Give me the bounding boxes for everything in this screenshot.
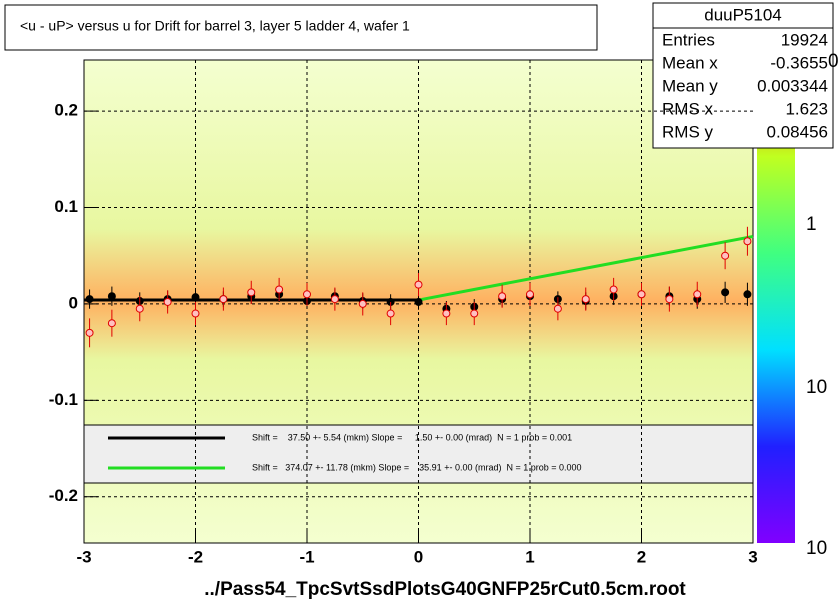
x-axis-label: ../Pass54_TpcSvtSsdPlotsG40GNFP25rCut0.5…	[204, 579, 686, 600]
y-tick-label: 0.2	[54, 101, 78, 120]
profile-point	[693, 290, 702, 299]
profile-point	[743, 237, 752, 246]
stats-box: duuP5104	[652, 2, 834, 149]
profile-point	[163, 297, 172, 306]
x-tick-label: 3	[748, 547, 757, 566]
colorbar-label: 1	[806, 214, 817, 235]
profile-point	[526, 290, 534, 299]
profile-point	[721, 251, 730, 260]
stats-value: 0.003344	[757, 76, 828, 95]
stats-value: 19924	[781, 30, 828, 49]
stats-value: -0.3655	[770, 53, 828, 72]
y-tick-label: -0.2	[49, 486, 78, 505]
stats-value: 0.08456	[767, 122, 828, 141]
profile-point	[637, 290, 646, 299]
profile-point	[609, 285, 618, 294]
legend-label: Shift = 374.07 +- 11.78 (mkm) Slope = 35…	[252, 462, 582, 472]
x-tick-label: 1	[525, 547, 534, 566]
colorbar-label: 0	[828, 51, 838, 72]
x-tick-label: 0	[414, 547, 423, 566]
colorbar-label: 10	[806, 377, 827, 398]
profile-point	[85, 295, 94, 304]
profile-point	[721, 288, 730, 297]
profile-point	[553, 304, 562, 313]
profile-point	[191, 309, 200, 318]
profile-point	[275, 285, 284, 294]
profile-point	[219, 295, 228, 304]
profile-point	[135, 304, 144, 313]
title-box	[4, 4, 598, 51]
stats-label: RMS x	[662, 99, 714, 118]
profile-point	[414, 280, 423, 289]
stats-label: Mean x	[662, 53, 718, 72]
profile-point	[386, 309, 395, 318]
stats-label: RMS y	[662, 122, 714, 141]
x-tick-label: -2	[188, 547, 203, 566]
y-tick-label: 0.1	[54, 197, 78, 216]
x-tick-label: 2	[637, 547, 646, 566]
y-tick-label: -0.1	[49, 390, 78, 409]
stats-frame	[652, 2, 834, 149]
stats-title: duuP5104	[704, 5, 782, 24]
profile-point	[743, 290, 752, 299]
profile-point	[665, 295, 674, 304]
profile-point	[85, 328, 94, 337]
x-tick-label: -3	[76, 547, 91, 566]
profile-point	[330, 295, 339, 304]
y-tick-label: 0	[69, 293, 78, 312]
profile-point	[470, 309, 479, 318]
profile-point	[107, 292, 116, 301]
colorbar-label: 10	[806, 538, 827, 559]
profile-point	[414, 297, 423, 306]
stats-label: Mean y	[662, 76, 718, 95]
profile-point	[358, 299, 367, 308]
stats-value: 1.623	[785, 99, 828, 118]
fit-line	[418, 234, 754, 302]
profile-point	[498, 292, 507, 301]
profile-point	[191, 293, 200, 302]
profile-point	[303, 290, 311, 299]
chart-title: <u - uP> versus u for Drift for barrel 3…	[20, 18, 410, 34]
profile-point	[442, 309, 451, 318]
legend-label: Shift = 37.50 +- 5.54 (mkm) Slope = 1.50…	[252, 432, 572, 442]
profile-point	[107, 319, 116, 328]
x-tick-label: -1	[299, 547, 314, 566]
profile-point	[247, 288, 256, 297]
stats-label: Entries	[662, 30, 715, 49]
profile-point	[581, 295, 590, 304]
